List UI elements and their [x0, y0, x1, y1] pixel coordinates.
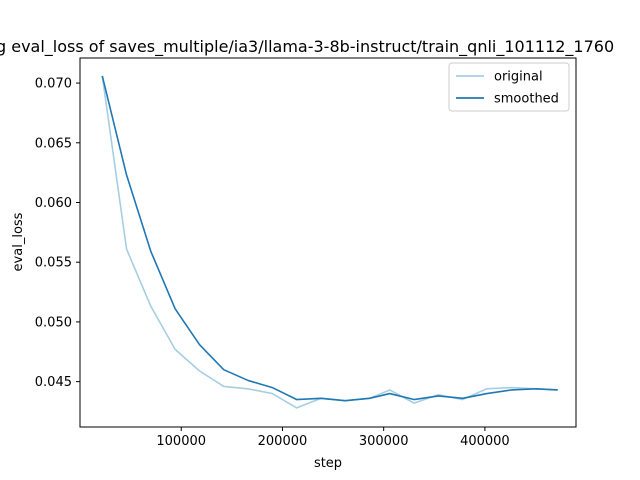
y-tick-label: 0.055: [35, 256, 72, 271]
series-line-original: [101, 75, 558, 409]
plot-area: [79, 57, 577, 428]
series-line-smoothed: [101, 75, 558, 402]
y-axis-label: eval_loss: [11, 212, 26, 271]
y-tick-label: 0.050: [35, 315, 72, 330]
x-tick-label: 200000: [258, 434, 308, 449]
legend-label-smoothed: smoothed: [494, 92, 559, 107]
y-axis: 0.045 0.050 0.055 0.060 0.065 0.070: [35, 77, 80, 390]
y-tick-label: 0.045: [35, 375, 72, 390]
y-tick-label: 0.070: [35, 77, 72, 92]
series-lines: [101, 75, 558, 409]
legend: original smoothed: [448, 62, 570, 112]
x-axis-label: step: [314, 456, 342, 471]
legend-box: [448, 62, 570, 112]
plot-frame: [79, 57, 577, 428]
x-tick-label: 300000: [359, 434, 409, 449]
chart-title: ng eval_loss of saves_multiple/ia3/llama…: [0, 37, 614, 57]
x-tick-label: 400000: [460, 434, 510, 449]
legend-label-original: original: [494, 70, 543, 85]
y-tick-label: 0.060: [35, 196, 72, 211]
x-tick-label: 100000: [156, 434, 206, 449]
y-tick-label: 0.065: [35, 136, 72, 151]
x-axis: 100000 200000 300000 400000: [156, 427, 510, 449]
